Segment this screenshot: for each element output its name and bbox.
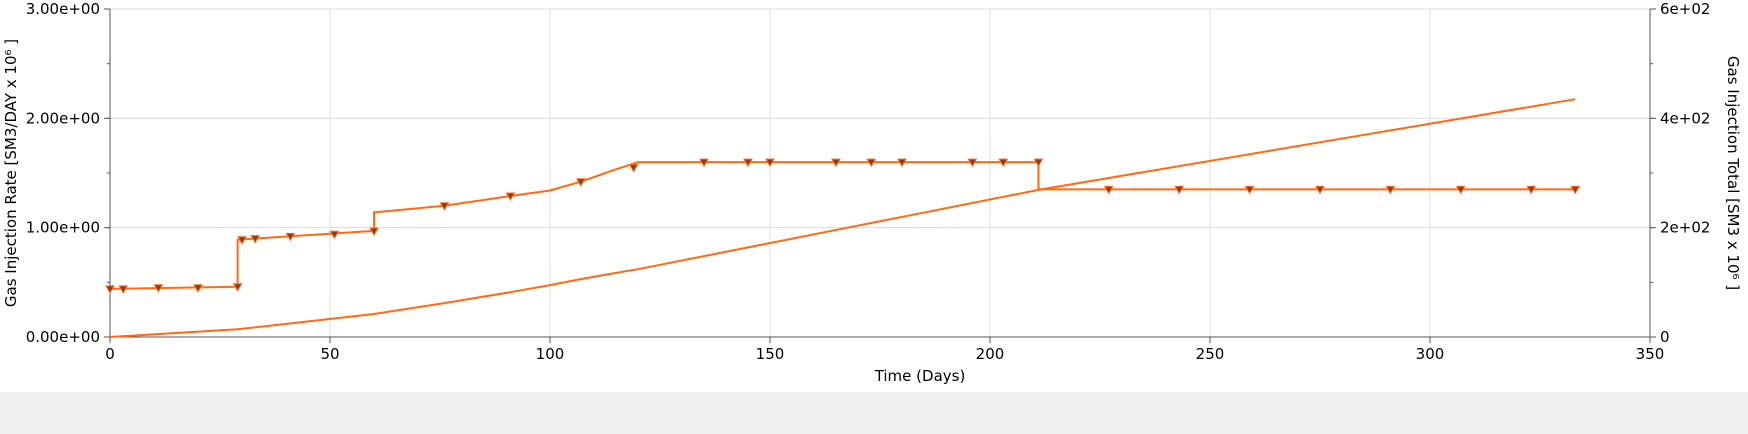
rate-marker bbox=[1455, 185, 1466, 195]
rate-marker bbox=[232, 283, 243, 292]
chart-svg: 0 50 100 150 200 250 300 350 0.00e+00 1.00e+00 2.0… bbox=[2, 0, 1742, 385]
grid bbox=[110, 8, 1651, 337]
x-tick-label: 100 bbox=[536, 345, 565, 363]
y-tick-label: 0.00e+00 bbox=[26, 328, 100, 346]
x-tick-label: 200 bbox=[976, 345, 1005, 363]
markers bbox=[105, 158, 1581, 294]
rate-marker bbox=[1570, 185, 1581, 195]
rate-marker bbox=[743, 158, 753, 168]
rate-marker bbox=[1385, 185, 1396, 195]
rate-marker bbox=[118, 285, 129, 294]
y2-tick-label: 0 bbox=[1660, 328, 1670, 346]
rate-marker bbox=[967, 158, 978, 168]
rate-marker bbox=[329, 230, 340, 240]
x-axis-title: Time (Days) bbox=[874, 367, 966, 385]
rate-marker bbox=[897, 158, 907, 168]
tick-labels: 0 50 100 150 200 250 300 350 0.00e+00 1.00e+00 2.0… bbox=[26, 0, 1711, 363]
rate-marker bbox=[998, 158, 1009, 168]
rate-marker bbox=[1315, 185, 1325, 195]
rate-marker bbox=[1244, 185, 1255, 195]
rate-marker bbox=[575, 178, 586, 187]
rate-marker bbox=[153, 284, 164, 293]
rate-marker bbox=[250, 235, 261, 244]
y-tick-label: 2.00e+00 bbox=[26, 109, 100, 127]
rate-marker bbox=[505, 192, 516, 201]
y2-tick-label: 4e+02 bbox=[1660, 109, 1710, 127]
x-tick-label: 0 bbox=[105, 345, 115, 363]
y-axis-title: Gas Injection Rate [SM3/DAY x 10⁶ ] bbox=[2, 39, 20, 307]
rate-marker bbox=[831, 158, 841, 168]
x-tick-label: 300 bbox=[1416, 345, 1445, 363]
rate-marker bbox=[628, 164, 639, 173]
rate-marker bbox=[369, 227, 379, 236]
rate-marker bbox=[699, 158, 709, 168]
rate-marker bbox=[105, 285, 115, 294]
x-tick-label: 350 bbox=[1636, 345, 1665, 363]
y2-tick-label: 2e+02 bbox=[1660, 219, 1710, 237]
rate-marker bbox=[765, 158, 775, 168]
injection-total-line bbox=[109, 98, 1576, 338]
rate-marker bbox=[1526, 185, 1537, 195]
rate-marker bbox=[866, 158, 877, 168]
y2-tick-label: 6e+02 bbox=[1660, 0, 1710, 18]
rate-marker bbox=[193, 284, 203, 293]
rate-marker bbox=[439, 202, 450, 211]
rate-marker bbox=[285, 232, 296, 242]
y2-axis-title: Gas Injection Total [SM3 x 10⁶ ] bbox=[1724, 56, 1742, 290]
y-tick-label: 3.00e+00 bbox=[26, 0, 100, 18]
chart-area: 0 50 100 150 200 250 300 350 0.00e+00 1.00e+00 2.0… bbox=[0, 0, 1748, 392]
x-tick-label: 250 bbox=[1196, 345, 1225, 363]
x-tick-label: 50 bbox=[320, 345, 339, 363]
rate-marker bbox=[1033, 158, 1044, 168]
axes bbox=[104, 8, 1656, 343]
y-tick-label: 1.00e+00 bbox=[26, 219, 100, 237]
rate-marker bbox=[1103, 185, 1114, 195]
rate-marker bbox=[1174, 185, 1185, 195]
x-tick-label: 150 bbox=[756, 345, 785, 363]
rate-marker bbox=[237, 236, 247, 245]
